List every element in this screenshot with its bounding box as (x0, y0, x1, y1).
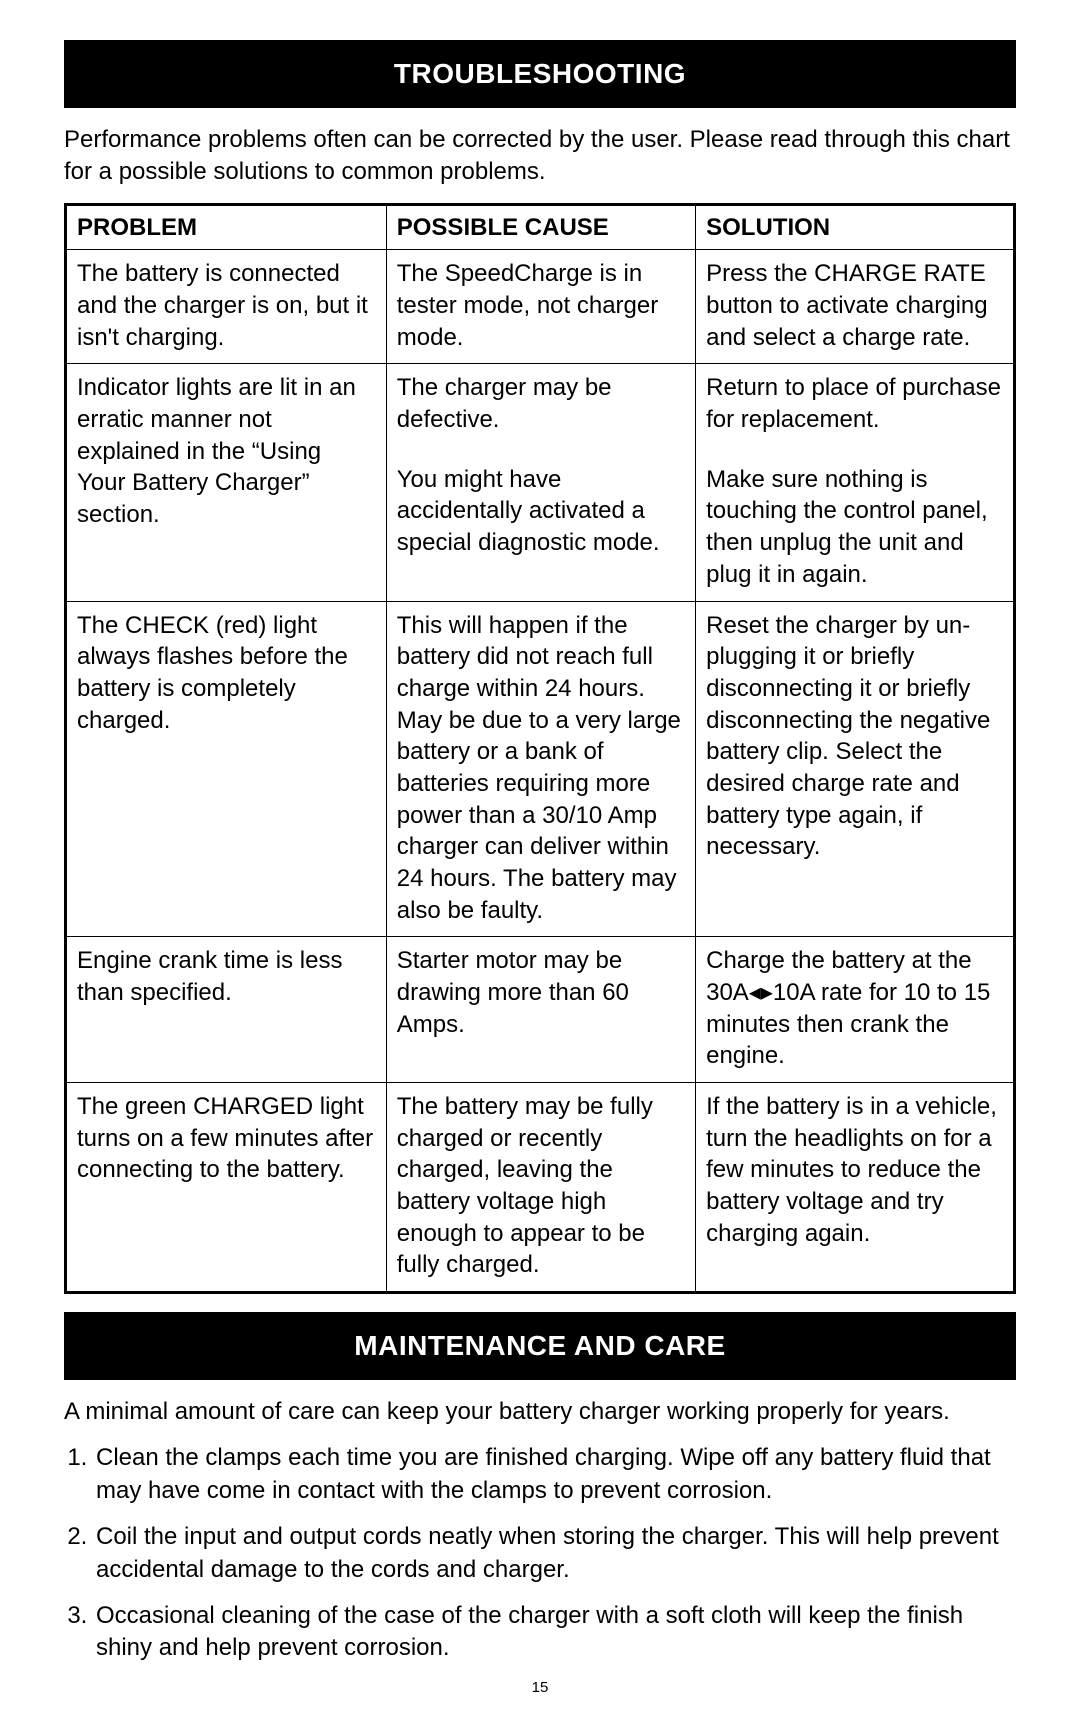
solution-text: Return to place of pur­chase for replace… (706, 372, 1003, 435)
troubleshooting-heading: TROUBLESHOOTING (64, 40, 1016, 108)
cell-problem: Engine crank time is less than specified… (66, 937, 387, 1083)
table-row: The CHECK (red) light always flashes bef… (66, 601, 1015, 937)
table-row: Indicator lights are lit in an erratic m… (66, 364, 1015, 601)
cell-solution: Return to place of pur­chase for replace… (696, 364, 1015, 601)
cell-solution: Charge the battery at the 30A◂▸10A rate … (696, 937, 1015, 1083)
cell-cause: This will happen if the battery did not … (386, 601, 695, 937)
cell-cause: Starter motor may be drawing more than 6… (386, 937, 695, 1083)
maintenance-intro: A minimal amount of care can keep your b… (64, 1396, 1016, 1428)
list-item: Coil the input and output cords neatly w… (94, 1521, 1016, 1586)
list-item: Occasional cleaning of the case of the c… (94, 1600, 1016, 1665)
cell-cause: The SpeedCharge is in tester mode, not c… (386, 250, 695, 364)
page-number: 15 (64, 1679, 1016, 1696)
troubleshooting-intro: Performance problems often can be correc… (64, 124, 1016, 189)
maintenance-list: Clean the clamps each time you are finis… (64, 1442, 1016, 1664)
solution-text: Make sure nothing is touching the contro… (706, 464, 1003, 591)
cause-text: The charger may be defective. (397, 372, 685, 435)
col-cause: POSSIBLE CAUSE (386, 204, 695, 250)
cell-cause: The battery may be fully charged or rece… (386, 1082, 695, 1292)
table-header-row: PROBLEM POSSIBLE CAUSE SOLUTION (66, 204, 1015, 250)
page: TROUBLESHOOTING Performance problems oft… (0, 0, 1080, 1726)
cell-cause: The charger may be defective. You might … (386, 364, 695, 601)
table-row: The battery is connected and the charger… (66, 250, 1015, 364)
table-row: The green CHARGED light turns on a few m… (66, 1082, 1015, 1292)
table-row: Engine crank time is less than specified… (66, 937, 1015, 1083)
cell-problem: The green CHARGED light turns on a few m… (66, 1082, 387, 1292)
cell-problem: Indicator lights are lit in an erratic m… (66, 364, 387, 601)
troubleshooting-table: PROBLEM POSSIBLE CAUSE SOLUTION The batt… (64, 203, 1016, 1294)
cell-problem: The CHECK (red) light always flashes bef… (66, 601, 387, 937)
cell-solution: Reset the charger by un­plugging it or b… (696, 601, 1015, 937)
cause-text: You might have accidentally activated a … (397, 464, 685, 559)
cell-solution: If the battery is in a vehicle, turn the… (696, 1082, 1015, 1292)
cell-solution: Press the CHARGE RATE button to activate… (696, 250, 1015, 364)
col-problem: PROBLEM (66, 204, 387, 250)
maintenance-heading: MAINTENANCE AND CARE (64, 1312, 1016, 1380)
col-solution: SOLUTION (696, 204, 1015, 250)
list-item: Clean the clamps each time you are finis… (94, 1442, 1016, 1507)
cell-problem: The battery is connected and the charger… (66, 250, 387, 364)
